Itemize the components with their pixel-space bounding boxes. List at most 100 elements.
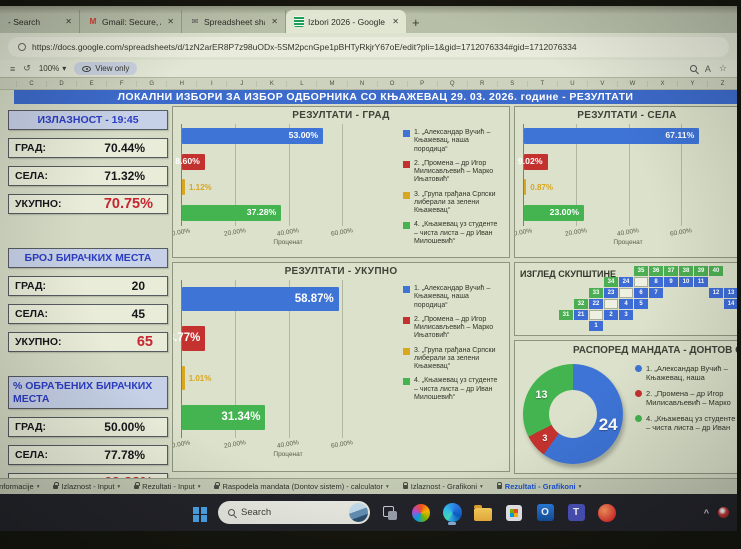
browser-tab[interactable]: M Gmail: Secure, AI-Powered Email | ✕ <box>80 10 182 33</box>
stat-section-header[interactable]: ИЗЛАЗНОСТ - 19:45 <box>8 110 168 130</box>
seat-cell <box>634 277 648 287</box>
column-header-cell[interactable]: T <box>526 80 557 87</box>
column-header-cell[interactable]: P <box>406 80 437 87</box>
file-explorer-button[interactable] <box>472 501 494 525</box>
column-header-cell[interactable]: H <box>166 80 196 87</box>
column-header-cell[interactable]: Z <box>707 80 737 87</box>
sheet-tab[interactable]: Rezultati - Grafikoni ▾ <box>492 481 591 491</box>
stat-section-header[interactable]: БРОЈ БИРАЧКИХ МЕСТА <box>8 248 168 268</box>
browser-tab[interactable]: Izbori 2026 - Google Sheets ✕ <box>286 10 406 33</box>
search-box[interactable]: Search <box>218 501 370 524</box>
column-header-cell[interactable]: I <box>196 80 226 87</box>
sheet-tab[interactable]: Informacije ▾ <box>0 482 48 491</box>
bar: 37.28% <box>182 204 282 221</box>
column-header-cell[interactable]: F <box>106 80 136 87</box>
column-header-cell[interactable]: R <box>466 80 497 87</box>
stat-row[interactable]: СЕЛА: 77.78% <box>8 445 168 466</box>
stat-row[interactable]: ГРАД: 50.00% <box>8 417 168 438</box>
seat-cell: 5 <box>634 299 648 309</box>
tick-label: 0.00% <box>172 227 191 238</box>
column-header-cell[interactable]: G <box>136 80 166 87</box>
browser-tab[interactable]: - Search ✕ <box>0 10 80 33</box>
bar-value-label: 53.00% <box>288 130 319 141</box>
seat-cell: 24 <box>619 277 633 287</box>
column-header-cell[interactable]: M <box>316 80 346 87</box>
close-icon[interactable]: ✕ <box>392 17 399 26</box>
close-icon[interactable]: ✕ <box>167 17 174 26</box>
tray-app-icon[interactable] <box>718 507 729 518</box>
view-only-badge[interactable]: View only <box>74 62 138 75</box>
stat-row[interactable]: УКУПНО: 70.75% <box>8 194 168 214</box>
url-field[interactable]: https://docs.google.com/spreadsheets/d/1… <box>8 36 729 57</box>
sheet-tab[interactable]: Raspodela mandata (Dontov sistem) - calc… <box>209 481 397 491</box>
column-header-cell[interactable]: N <box>346 80 377 87</box>
chart-rezultati-grad[interactable]: РЕЗУЛТАТИ - ГРАД 53.00% 8.60% 1.12% 37.28% 0.… <box>172 106 510 258</box>
tick-label: 0.00% <box>514 227 533 238</box>
view-only-label: View only <box>95 64 130 73</box>
column-header-cell[interactable]: S <box>496 80 527 87</box>
copilot-button[interactable] <box>410 501 432 525</box>
column-header-cell[interactable]: L <box>286 80 316 87</box>
outlook-button[interactable]: O <box>534 501 556 525</box>
sheet-tab[interactable]: Rezultati - Input ▾ <box>129 481 209 491</box>
legend-item: 3. „Група грађана Српски либерали за зел… <box>403 191 503 216</box>
stat-row[interactable]: УКУПНО: 69.23% <box>8 473 168 478</box>
stat-row[interactable]: ГРАД: 20 <box>8 276 168 296</box>
stat-row[interactable]: УКУПНО: 65 <box>8 332 168 352</box>
start-button[interactable] <box>187 501 209 525</box>
teams-button[interactable]: T <box>565 501 587 525</box>
column-header-cell[interactable]: O <box>376 80 407 87</box>
mail-favicon-icon: ✉ <box>191 17 199 26</box>
edge-button[interactable] <box>441 501 463 525</box>
new-tab-button[interactable]: + <box>412 15 420 30</box>
menu-icon[interactable]: ≡ <box>10 63 16 74</box>
task-view-button[interactable] <box>379 501 401 525</box>
stat-row[interactable]: СЕЛА: 45 <box>8 304 168 324</box>
seat-cell: 11 <box>694 277 708 287</box>
stat-row[interactable]: ГРАД: 70.44% <box>8 138 168 158</box>
stat-section: ИЗЛАЗНОСТ - 19:45 ГРАД: 70.44% СЕЛА: 71.32% У… <box>8 110 168 214</box>
tick-label: 0.00% <box>172 439 191 450</box>
assembly-seat-map[interactable]: ИЗГЛЕД СКУПШТИНЕ 35 36 37 38 39 40 34 24 8 9 10 11 33… <box>514 262 737 336</box>
column-header-cell[interactable]: E <box>76 80 106 87</box>
column-header-cell[interactable]: V <box>586 80 617 87</box>
search-icon[interactable] <box>689 65 697 72</box>
store-button[interactable] <box>503 501 525 525</box>
column-header-cell[interactable]: U <box>556 80 587 87</box>
page-info-icon[interactable] <box>18 42 26 51</box>
column-header-cell[interactable]: K <box>256 80 286 87</box>
column-header-cell[interactable]: Q <box>436 80 467 87</box>
chart-rezultati-sela[interactable]: РЕЗУЛТАТИ - СЕЛА 67.11% 9.02% 0.87% 23.00% 0.… <box>514 106 737 258</box>
legend-marker <box>635 365 642 372</box>
legend-marker <box>403 222 410 230</box>
legend-item: 4. „Књажевац уз студенте – чиста листа –… <box>403 221 503 246</box>
read-aloud-icon[interactable]: A <box>704 63 711 74</box>
browser-app-button[interactable] <box>596 501 618 525</box>
column-header-cell[interactable]: C <box>16 80 46 87</box>
close-icon[interactable]: ✕ <box>271 17 278 26</box>
chart-rezultati-ukupno[interactable]: РЕЗУЛТАТИ - УКУПНО 58.87% 8.77% 1.01% 31.34%… <box>172 262 510 472</box>
column-header-cell[interactable]: X <box>646 80 677 87</box>
column-header-cell[interactable]: J <box>226 80 256 87</box>
sheet-tab[interactable]: Izlaznost - Grafikoni ▾ <box>398 481 492 491</box>
legend-marker <box>403 130 410 137</box>
sheet-tab-label: Izlaznost - Input <box>61 482 115 491</box>
chevron-up-icon[interactable]: ^ <box>703 507 709 518</box>
chart-legend: 1. „Александар Вучић – Књажевац, наша по… <box>395 121 503 252</box>
close-icon[interactable]: ✕ <box>65 17 72 26</box>
donut-wrap: 24 3 13 <box>515 356 631 468</box>
mandate-distribution-chart[interactable]: РАСПОРЕД МАНДАТА - ДОНТОВ СИСТЕМ 24 3 13 1. … <box>514 340 737 474</box>
column-header-cell[interactable]: D <box>46 80 76 87</box>
legend-marker <box>635 390 642 397</box>
browser-tab[interactable]: ✉ Spreadsheet shared with you: “Izl ✕ <box>182 10 286 33</box>
stat-row[interactable]: СЕЛА: 71.32% <box>8 166 168 186</box>
zoom-select[interactable]: 100% ▾ <box>39 64 66 73</box>
stat-section-header[interactable]: % ОБРАЂЕНИХ БИРАЧКИХ МЕСТА <box>8 376 168 410</box>
column-header-cell[interactable]: W <box>616 80 647 87</box>
favorite-star-icon[interactable]: ☆ <box>718 63 727 73</box>
legend-label: 4. „Књажевац уз студенте – чиста листа –… <box>414 221 498 245</box>
sheet-tab[interactable]: Izlaznost - Input ▾ <box>48 481 129 491</box>
column-header-cell[interactable]: Y <box>677 80 707 87</box>
undo-icon[interactable]: ↺ <box>23 63 31 73</box>
